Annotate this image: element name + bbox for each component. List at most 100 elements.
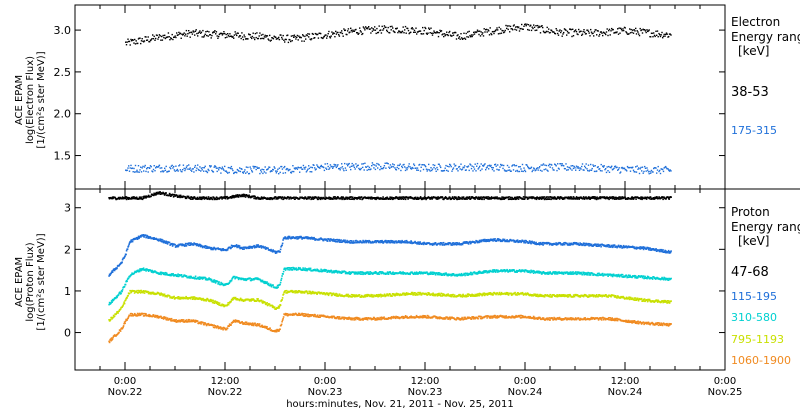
data-point [176,168,179,171]
data-point [371,30,374,32]
data-point [138,269,140,271]
data-point [391,273,393,275]
data-point [153,192,155,195]
data-point [395,240,397,242]
data-point [480,31,482,33]
data-point [309,267,312,270]
data-point [189,244,191,246]
data-point [177,196,180,198]
data-point [398,167,400,170]
data-point [555,242,557,244]
data-point [349,271,352,274]
data-point [208,169,210,172]
data-point [204,33,206,35]
data-point [425,32,428,34]
data-point [522,170,524,173]
data-point [438,32,440,34]
data-point [429,273,431,275]
data-point [207,197,209,200]
data-point [493,238,495,241]
data-point [331,165,333,168]
data-point [163,293,166,296]
data-point [200,196,202,199]
data-point [362,240,365,243]
data-point [610,167,612,169]
data-point [618,27,620,29]
data-point [586,273,589,275]
data-point [561,197,563,199]
data-point [213,281,216,283]
data-point [456,242,458,244]
data-point [622,197,624,200]
data-point [578,167,580,169]
data-point [224,283,226,285]
data-point [271,251,274,253]
data-point [537,197,540,199]
data-point [158,193,160,195]
data-point [393,164,395,166]
data-point [326,35,329,37]
data-point [186,165,188,167]
data-point [180,274,183,276]
data-point [576,271,578,273]
data-point [180,37,182,39]
data-point [424,26,426,29]
data-point [615,196,617,199]
data-point [621,30,623,32]
data-point [217,282,220,284]
data-point [527,271,530,273]
data-point [194,30,197,32]
data-point [210,37,212,39]
data-point [606,166,608,168]
data-point [178,194,180,197]
data-point [254,166,257,168]
data-point [289,168,291,171]
data-point [654,249,656,252]
data-point [440,272,442,275]
data-point [484,31,486,33]
data-point [198,278,200,280]
data-point [348,271,351,273]
data-point [538,198,540,200]
data-point [446,34,449,36]
data-point [343,169,345,172]
data-point [659,169,661,172]
data-point [466,274,468,276]
data-point [477,270,480,273]
data-point [601,272,604,275]
data-point [330,35,332,37]
data-point [207,168,209,171]
data-point [553,271,555,273]
data-point [398,164,401,167]
data-point [451,196,454,198]
data-point [561,35,563,37]
data-point [402,26,404,28]
data-point [652,36,654,38]
data-point [407,165,410,167]
data-point [428,169,431,171]
data-point [273,166,275,168]
data-point [137,270,140,273]
data-point [380,29,382,31]
data-point [497,29,499,31]
data-point [515,29,518,31]
data-point [164,37,167,40]
data-point [133,196,135,198]
data-point [222,33,224,35]
data-point [270,285,273,288]
series-47-68 [108,191,672,201]
data-point [296,236,299,238]
data-point [395,28,398,30]
data-point [515,269,518,272]
data-point [335,164,337,166]
data-point [444,196,447,198]
data-point [347,30,349,32]
data-point [670,250,672,252]
data-point [146,235,149,238]
data-point [164,271,167,274]
data-point [661,31,663,34]
data-point [242,194,244,197]
data-point [482,196,485,198]
data-point [320,36,323,39]
data-point [540,198,543,200]
